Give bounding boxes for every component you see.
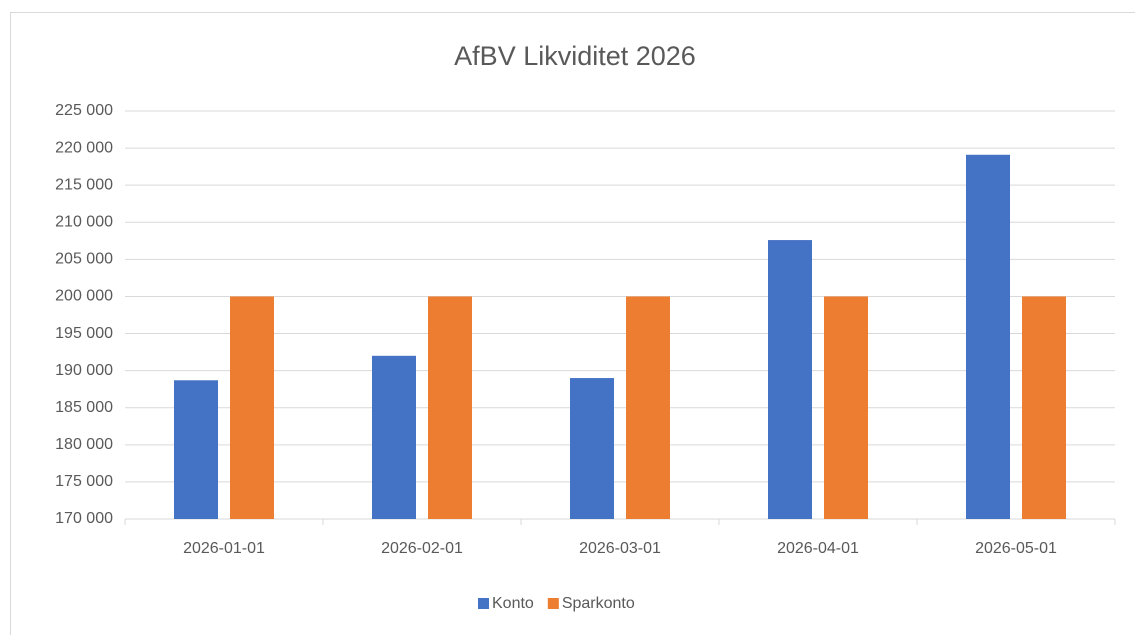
x-tick-label: 2026-04-01: [777, 540, 859, 557]
y-tick-label: 205 000: [55, 251, 113, 268]
bar: [824, 296, 868, 519]
bar: [174, 380, 218, 519]
y-tick-label: 180 000: [55, 436, 113, 453]
bar: [428, 296, 472, 519]
legend-label: Konto: [492, 595, 534, 612]
y-tick-label: 185 000: [55, 399, 113, 416]
y-tick-label: 195 000: [55, 325, 113, 342]
bar: [966, 154, 1010, 519]
x-tick-label: 2026-05-01: [975, 540, 1057, 557]
y-tick-label: 210 000: [55, 213, 113, 230]
legend-swatch: [547, 598, 559, 609]
bar: [626, 296, 670, 519]
bar: [230, 296, 274, 519]
chart-border: [10, 12, 1135, 635]
bar: [372, 355, 416, 519]
legend-swatch: [478, 598, 489, 609]
bar: [570, 378, 614, 519]
y-tick-label: 225 000: [55, 102, 113, 119]
x-tick-label: 2026-03-01: [579, 540, 661, 557]
bar: [768, 240, 812, 520]
x-tick-label: 2026-01-01: [183, 540, 265, 557]
y-tick-label: 175 000: [55, 473, 113, 490]
bar: [1022, 296, 1066, 519]
y-tick-label: 170 000: [55, 510, 113, 527]
y-tick-label: 220 000: [55, 139, 113, 156]
x-tick-label: 2026-02-01: [381, 540, 463, 557]
legend-label: Sparkonto: [562, 595, 635, 612]
chart-title: AfBV Likviditet 2026: [454, 41, 696, 71]
y-tick-label: 190 000: [55, 362, 113, 379]
y-tick-label: 200 000: [55, 288, 113, 305]
y-tick-label: 215 000: [55, 176, 113, 193]
